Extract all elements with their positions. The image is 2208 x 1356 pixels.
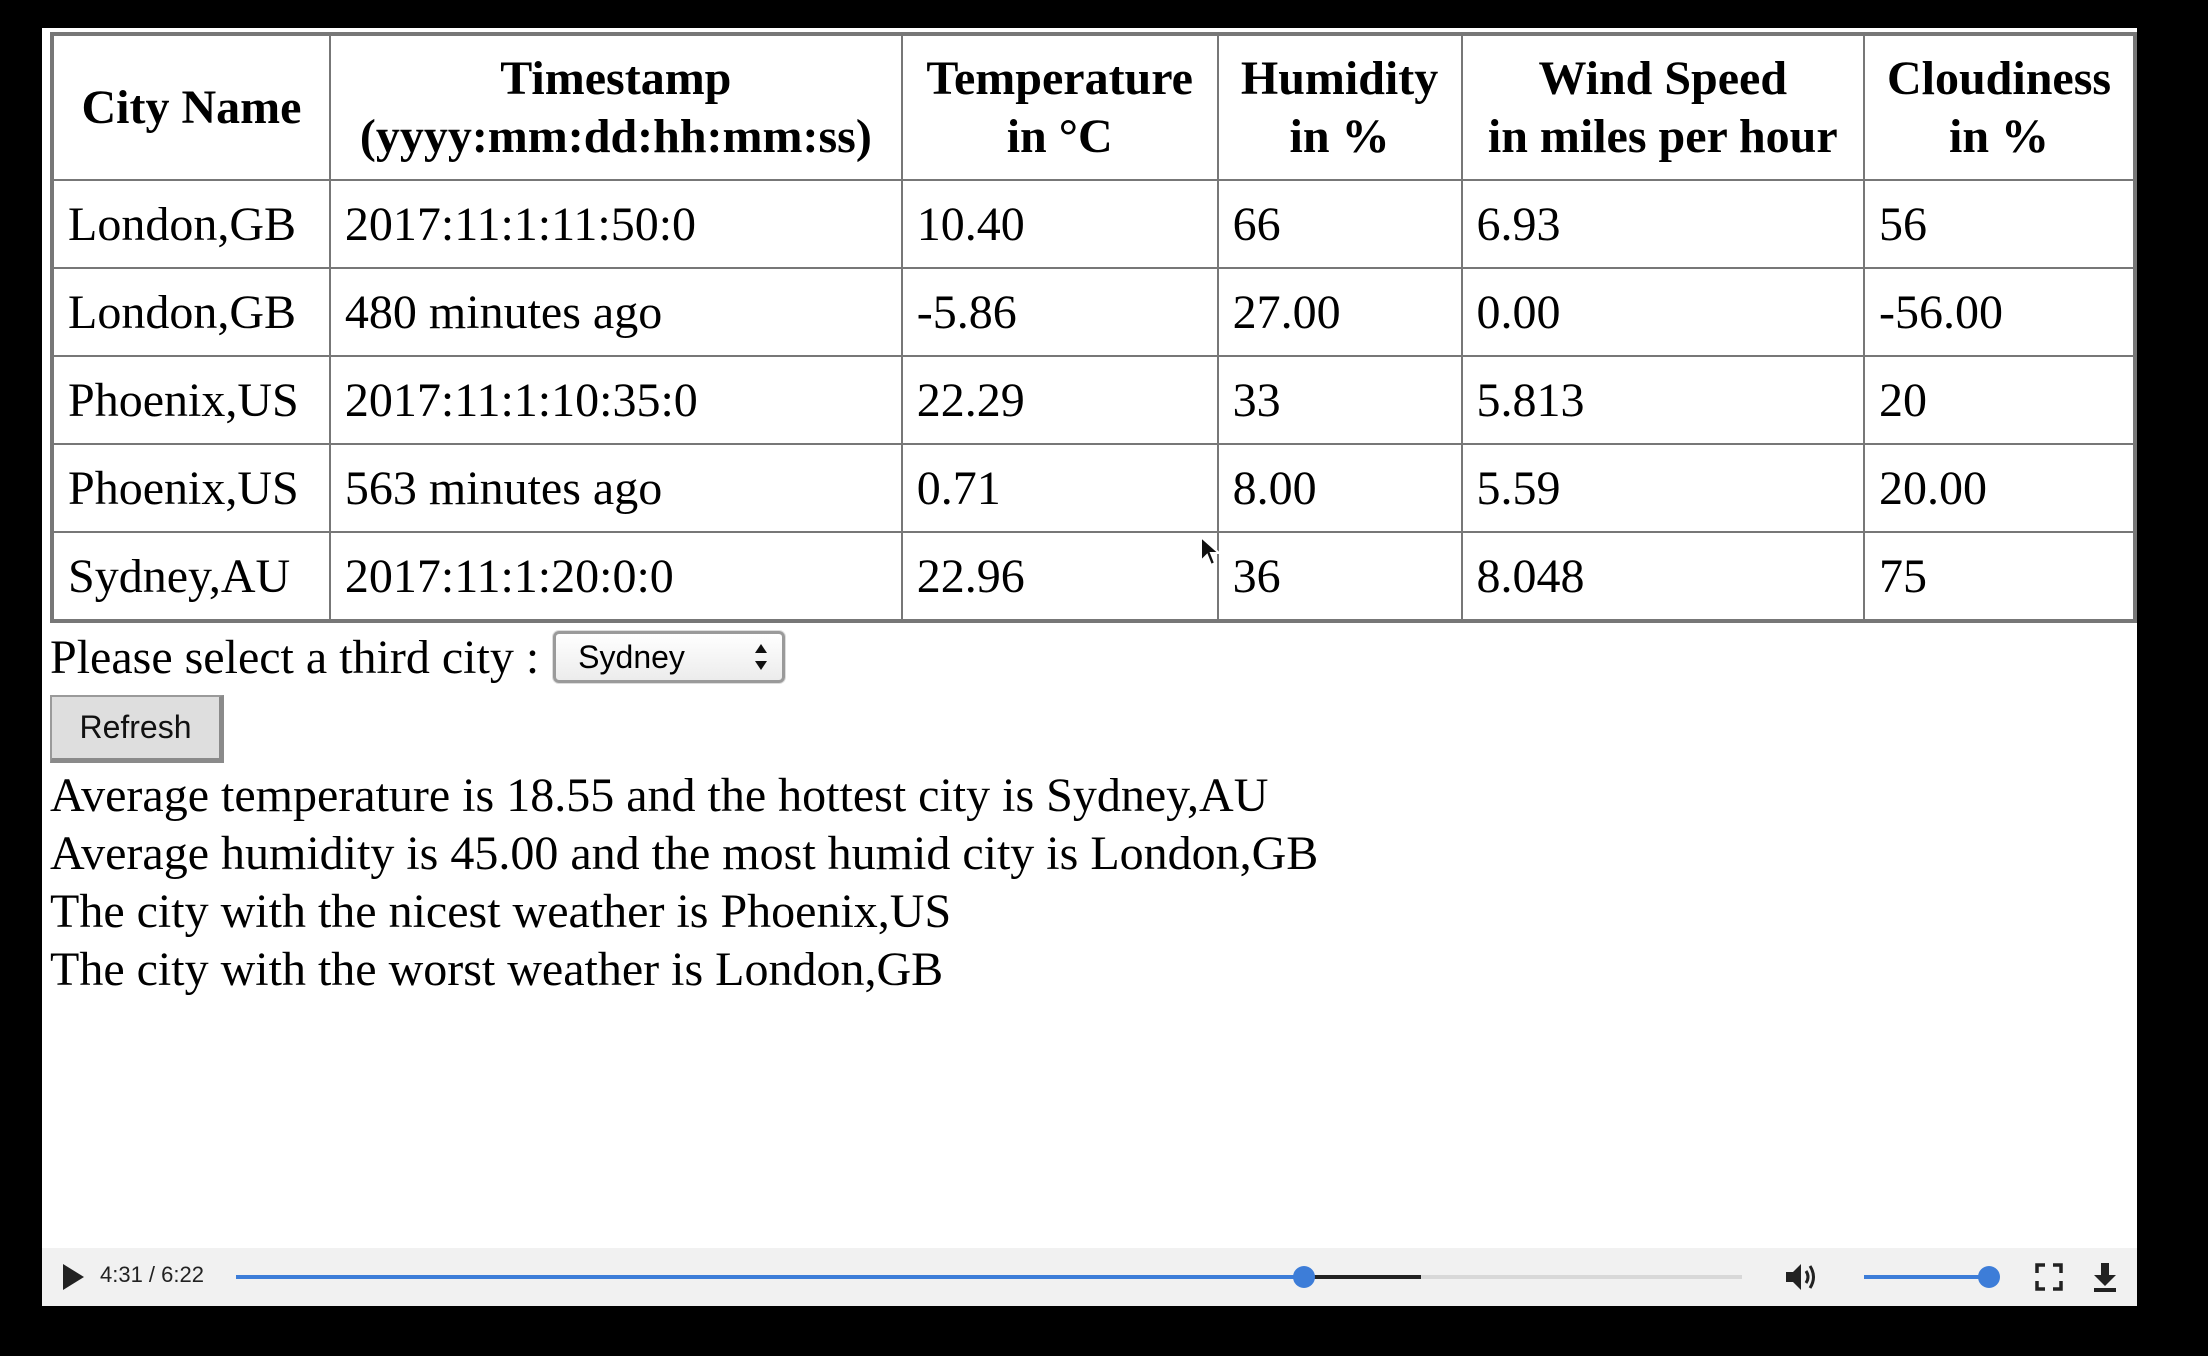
cell-temperature: -5.86 <box>901 268 1218 356</box>
table-row: Phoenix,US 2017:11:1:10:35:0 22.29 33 5.… <box>53 356 2134 444</box>
table-row: London,GB 480 minutes ago -5.86 27.00 0.… <box>53 268 2134 356</box>
cell-cloudiness: 20.00 <box>1864 444 2134 532</box>
cell-timestamp: 480 minutes ago <box>329 268 902 356</box>
cell-humidity: 36 <box>1217 532 1462 620</box>
video-frame: City Name Timestamp (yyyy:mm:dd:hh:mm:ss… <box>42 28 2137 1306</box>
city-select-label: Please select a third city : <box>50 630 540 684</box>
cell-temperature: 10.40 <box>901 180 1218 268</box>
volume-handle[interactable] <box>1978 1266 2001 1288</box>
cell-city: Sydney,AU <box>53 532 330 620</box>
download-icon[interactable] <box>2090 1260 2120 1294</box>
cell-timestamp: 2017:11:1:10:35:0 <box>329 356 902 444</box>
cell-humidity: 8.00 <box>1217 444 1462 532</box>
city-select-value: Sydney <box>578 638 685 675</box>
header-temperature: Temperature in °C <box>901 35 1218 180</box>
cell-temperature: 0.71 <box>901 444 1218 532</box>
cell-timestamp: 563 minutes ago <box>329 444 902 532</box>
cell-wind-speed: 8.048 <box>1461 532 1865 620</box>
fullscreen-icon[interactable] <box>2034 1262 2064 1292</box>
seek-bar[interactable] <box>236 1266 1742 1288</box>
cell-cloudiness: -56.00 <box>1864 268 2134 356</box>
cell-timestamp: 2017:11:1:20:0:0 <box>329 532 902 620</box>
weather-table: City Name Timestamp (yyyy:mm:dd:hh:mm:ss… <box>50 32 2137 623</box>
header-humidity: Humidity in % <box>1217 35 1462 180</box>
cell-humidity: 33 <box>1217 356 1462 444</box>
cell-wind-speed: 5.59 <box>1461 444 1865 532</box>
cell-cloudiness: 56 <box>1864 180 2134 268</box>
cell-city: Phoenix,US <box>53 444 330 532</box>
cell-timestamp: 2017:11:1:11:50:0 <box>329 180 902 268</box>
time-display: 4:31 / 6:22 <box>100 1262 204 1287</box>
cell-city: London,GB <box>53 180 330 268</box>
city-select-row: Please select a third city : Sydney <box>50 623 2137 691</box>
cell-temperature: 22.96 <box>901 532 1218 620</box>
table-row: Phoenix,US 563 minutes ago 0.71 8.00 5.5… <box>53 444 2134 532</box>
table-row: London,GB 2017:11:1:11:50:0 10.40 66 6.9… <box>53 180 2134 268</box>
cell-wind-speed: 6.93 <box>1461 180 1865 268</box>
average-temperature-text: Average temperature is 18.55 and the hot… <box>50 769 1269 822</box>
mouse-cursor-icon <box>1200 535 1221 567</box>
select-arrows-icon <box>754 642 768 672</box>
cell-humidity: 66 <box>1217 180 1462 268</box>
page-content: City Name Timestamp (yyyy:mm:dd:hh:mm:ss… <box>50 32 2137 999</box>
refresh-button[interactable]: Refresh <box>50 695 224 763</box>
results-block: Average temperature is 18.55 and the hot… <box>50 767 2137 999</box>
volume-icon[interactable] <box>1784 1260 1820 1294</box>
play-icon[interactable] <box>60 1262 86 1292</box>
seek-handle[interactable] <box>1293 1266 1316 1288</box>
video-controls: 4:31 / 6:22 <box>42 1248 2137 1306</box>
header-city-name: City Name <box>53 35 330 180</box>
header-wind-speed: Wind Speed in miles per hour <box>1461 35 1865 180</box>
average-humidity-text: Average humidity is 45.00 and the most h… <box>50 827 1319 880</box>
volume-slider[interactable] <box>1864 1266 2001 1288</box>
cell-humidity: 27.00 <box>1217 268 1462 356</box>
cell-city: London,GB <box>53 268 330 356</box>
cell-wind-speed: 0.00 <box>1461 268 1865 356</box>
header-cloudiness: Cloudiness in % <box>1864 35 2134 180</box>
nicest-weather-text: The city with the nicest weather is Phoe… <box>50 885 952 938</box>
cell-wind-speed: 5.813 <box>1461 356 1865 444</box>
cell-city: Phoenix,US <box>53 356 330 444</box>
table-header-row: City Name Timestamp (yyyy:mm:dd:hh:mm:ss… <box>53 35 2134 180</box>
header-timestamp: Timestamp (yyyy:mm:dd:hh:mm:ss) <box>329 35 902 180</box>
cell-cloudiness: 75 <box>1864 532 2134 620</box>
worst-weather-text: The city with the worst weather is Londo… <box>50 943 944 996</box>
cell-temperature: 22.29 <box>901 356 1218 444</box>
seek-progress <box>236 1275 1305 1279</box>
seek-buffered <box>1304 1275 1421 1279</box>
cell-cloudiness: 20 <box>1864 356 2134 444</box>
city-select[interactable]: Sydney <box>553 631 786 683</box>
up-down-arrows-icon <box>755 644 768 670</box>
volume-level <box>1864 1275 1990 1279</box>
table-row: Sydney,AU 2017:11:1:20:0:0 22.96 36 8.04… <box>53 532 2134 620</box>
